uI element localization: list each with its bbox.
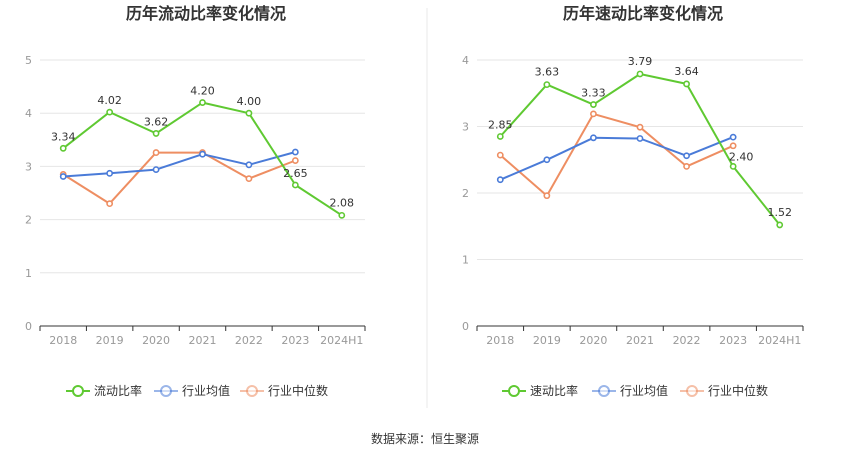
data-label: 2.65 [283, 167, 308, 180]
y-tick-label: 3 [25, 160, 32, 173]
data-point-average [199, 150, 206, 158]
data-point-primary [729, 162, 737, 170]
x-tick-label: 2024H1 [320, 334, 363, 347]
data-point-primary [496, 133, 504, 140]
y-tick-label: 3 [462, 121, 469, 134]
data-point-primary [59, 144, 67, 152]
data-point-average [729, 133, 737, 141]
legend-marker-median [246, 385, 258, 397]
data-label: 3.33 [581, 87, 606, 100]
series-line-median [499, 112, 734, 197]
data-point-median [683, 162, 690, 170]
y-tick-label: 2 [25, 214, 32, 227]
y-tick-label: 4 [462, 54, 469, 67]
data-point-average [152, 166, 160, 173]
x-tick-label: 2023 [281, 334, 309, 347]
data-label: 3.79 [628, 55, 653, 68]
data-point-primary [245, 109, 253, 117]
data-point-average [59, 173, 67, 180]
x-tick-label: 2019 [533, 334, 561, 347]
legend-label: 行业中位数 [708, 383, 768, 398]
data-point-primary [636, 70, 644, 78]
data-point-average [245, 161, 253, 169]
data-label: 3.63 [535, 66, 560, 79]
data-point-average [106, 169, 114, 177]
legend-marker-average [160, 385, 172, 397]
series-line-average [499, 136, 734, 181]
data-point-primary [291, 181, 299, 189]
legend-marker-primary [72, 385, 84, 397]
current-ratio-chart: 历年流动比率变化情况 0 1 2 3 4 5 2018 2019 2020 2021 2022 2023… [25, 4, 366, 398]
data-point-median [543, 192, 551, 200]
y-tick-label: 4 [25, 107, 32, 120]
y-tick-label: 2 [462, 187, 469, 200]
legend-label: 行业均值 [182, 383, 230, 398]
data-label: 3.34 [51, 130, 76, 143]
y-tick-label: 1 [25, 267, 32, 280]
data-point-average [291, 148, 299, 156]
legend-label: 行业中位数 [268, 383, 328, 398]
x-tick-label: 2020 [579, 334, 607, 347]
data-point-primary [152, 130, 160, 137]
data-point-median [106, 200, 114, 208]
legend-marker-average [598, 385, 610, 397]
data-label: 4.00 [237, 95, 262, 108]
x-tick-label: 2020 [142, 334, 170, 347]
data-point-average [543, 156, 551, 164]
data-point-median [636, 123, 644, 131]
data-point-primary [543, 81, 551, 89]
quick-ratio-chart: 历年速动比率变化情况 0 1 2 3 4 2018 2019 2020 2021 2022 2023 2… [462, 4, 804, 398]
series-line-primary [62, 101, 343, 217]
x-tick-label: 2018 [49, 334, 77, 347]
series-line-average [63, 151, 296, 178]
data-point-primary [590, 101, 597, 108]
data-point-median [496, 151, 504, 159]
data-label: 1.52 [767, 206, 792, 219]
data-label: 4.02 [97, 94, 122, 107]
series-line-median [62, 151, 296, 205]
data-point-median [152, 149, 160, 156]
data-point-average [636, 135, 644, 142]
data-point-primary [106, 108, 114, 116]
data-point-primary [338, 211, 346, 219]
x-tick-label: 2018 [486, 334, 514, 347]
source-note: 数据来源：恒生聚源 [371, 431, 479, 446]
chart-title: 历年流动比率变化情况 [126, 4, 286, 23]
legend-label: 流动比率 [94, 383, 142, 398]
y-tick-label: 0 [462, 320, 469, 333]
data-point-median [291, 157, 299, 164]
data-label: 3.62 [144, 115, 169, 128]
x-tick-label: 2019 [96, 334, 124, 347]
data-point-median [245, 175, 253, 183]
data-point-median [729, 142, 737, 150]
y-tick-label: 1 [462, 254, 469, 267]
data-label: 2.85 [488, 118, 513, 131]
data-point-average [683, 152, 690, 160]
legend-marker-median [686, 385, 698, 397]
data-label: 3.64 [674, 65, 699, 78]
x-tick-label: 2022 [235, 334, 263, 347]
legend-label: 速动比率 [530, 383, 578, 398]
data-label: 2.08 [330, 196, 355, 209]
data-point-median [590, 110, 597, 118]
chart-title: 历年速动比率变化情况 [563, 4, 723, 23]
data-point-average [496, 176, 504, 184]
data-point-primary [683, 80, 690, 88]
y-tick-label: 0 [25, 320, 32, 333]
data-point-average [590, 134, 597, 142]
x-tick-label: 2022 [673, 334, 701, 347]
data-point-primary [776, 221, 784, 229]
data-label: 4.20 [190, 85, 215, 98]
legend-label: 行业均值 [620, 383, 668, 398]
y-tick-label: 5 [25, 54, 32, 67]
legend-marker-primary [508, 385, 520, 397]
x-tick-label: 2024H1 [758, 334, 801, 347]
x-tick-label: 2021 [626, 334, 654, 347]
data-label: 2.40 [729, 150, 754, 163]
x-tick-label: 2021 [189, 334, 217, 347]
x-tick-label: 2023 [719, 334, 747, 347]
data-point-primary [199, 99, 206, 106]
